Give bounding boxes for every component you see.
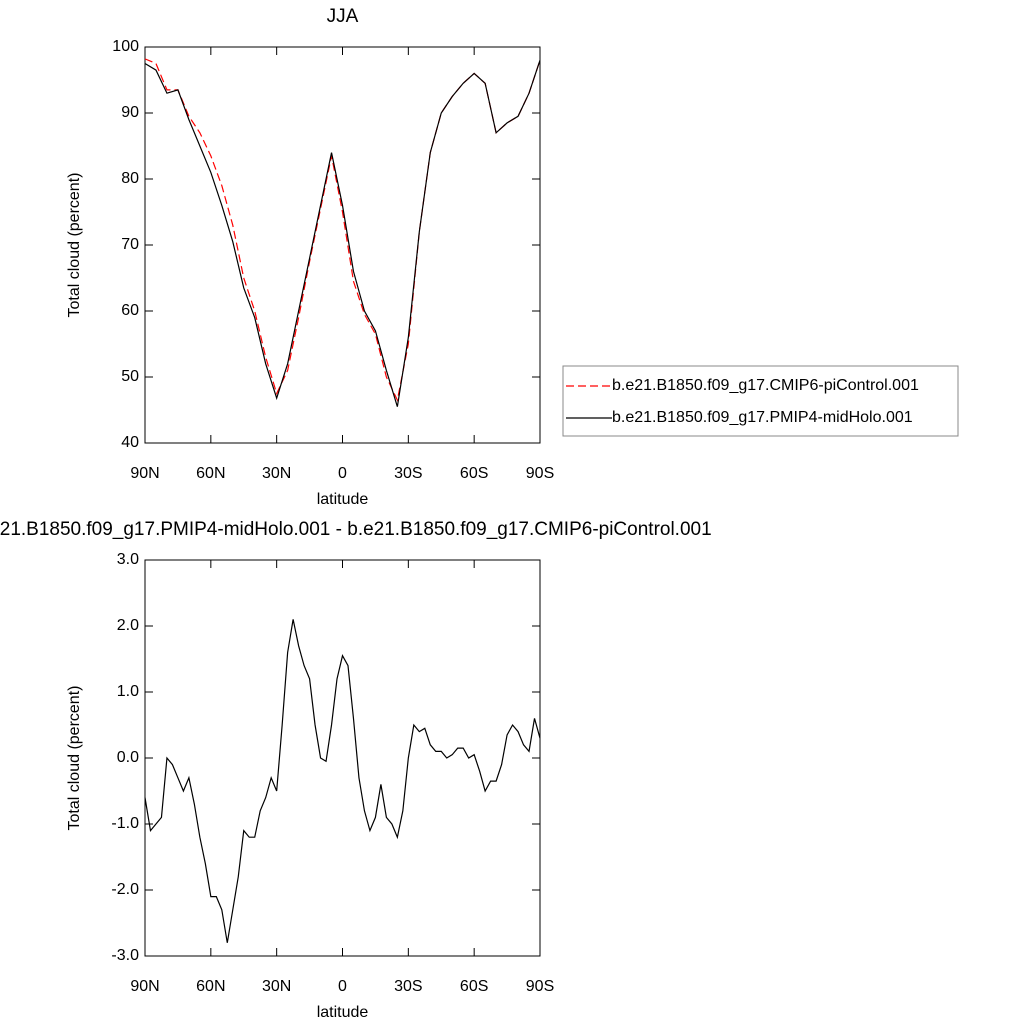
y-tick-label: 70 xyxy=(121,236,139,253)
legend-label: b.e21.B1850.f09_g17.CMIP6-piControl.001 xyxy=(612,377,919,394)
y-axis-label: Total cloud (percent) xyxy=(66,686,83,831)
y-tick-label: 80 xyxy=(121,170,139,187)
y-tick-label: 90 xyxy=(121,104,139,121)
y-axis-label: Total cloud (percent) xyxy=(66,173,83,318)
series-line xyxy=(144,60,541,407)
y-tick-label: 100 xyxy=(112,38,139,55)
x-tick-label: 60N xyxy=(196,465,225,482)
legend-box xyxy=(562,365,959,437)
x-tick-label: 30S xyxy=(394,978,422,995)
x-tick-label: 60N xyxy=(196,978,225,995)
x-tick-label: 90S xyxy=(526,978,554,995)
y-tick-label: -1.0 xyxy=(111,815,139,832)
x-axis-label: latitude xyxy=(317,1004,369,1021)
x-axis-label: latitude xyxy=(317,491,369,508)
x-tick-label: 60S xyxy=(460,978,488,995)
y-tick-label: -3.0 xyxy=(111,947,139,964)
x-tick-label: 90N xyxy=(130,978,159,995)
chart-title: JJA xyxy=(327,6,359,27)
x-tick-label: 0 xyxy=(338,465,347,482)
x-tick-label: 90S xyxy=(526,465,554,482)
legend-label: b.e21.B1850.f09_g17.PMIP4-midHolo.001 xyxy=(612,409,913,426)
y-tick-label: 2.0 xyxy=(117,617,139,634)
plot-frame xyxy=(144,559,541,957)
plot-frame xyxy=(144,46,541,444)
chart-title: b.e21.B1850.f09_g17.PMIP4-midHolo.001 - … xyxy=(0,519,712,540)
x-tick-label: 30S xyxy=(394,465,422,482)
y-tick-label: 1.0 xyxy=(117,683,139,700)
y-tick-label: 3.0 xyxy=(117,551,139,568)
y-tick-label: -2.0 xyxy=(111,881,139,898)
y-tick-label: 50 xyxy=(121,368,139,385)
x-tick-label: 60S xyxy=(460,465,488,482)
x-tick-label: 0 xyxy=(338,978,347,995)
data-line xyxy=(144,619,541,943)
series-line xyxy=(144,58,541,403)
y-tick-label: 0.0 xyxy=(117,749,139,766)
y-tick-label: 60 xyxy=(121,302,139,319)
y-tick-label: 40 xyxy=(121,434,139,451)
x-tick-label: 30N xyxy=(262,978,291,995)
x-tick-label: 90N xyxy=(130,465,159,482)
x-tick-label: 30N xyxy=(262,465,291,482)
